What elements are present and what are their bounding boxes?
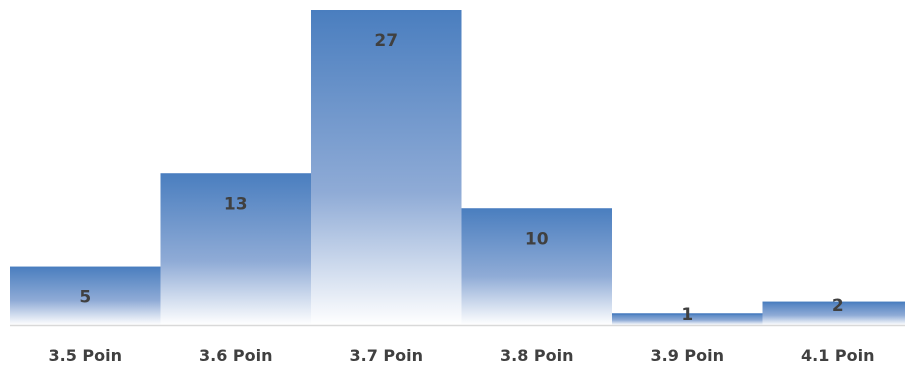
bar <box>160 173 311 325</box>
bar <box>461 208 612 325</box>
data-label: 27 <box>374 31 398 51</box>
data-label: 2 <box>832 296 844 316</box>
x-tick-label: 3.9 Poin <box>650 346 724 365</box>
x-tick-labels-group: 3.5 Poin 3.6 Poin 3.7 Poin 3.8 Poin 3.9 Poin… <box>48 346 874 365</box>
bar <box>612 313 763 325</box>
bar-top-edge <box>762 301 905 304</box>
bar-top-edge <box>461 208 612 210</box>
bar <box>311 10 462 325</box>
x-tick-label: 3.7 Poin <box>349 346 423 365</box>
bar-top-edge <box>160 173 311 175</box>
bar-top-edge <box>612 313 763 315</box>
x-tick-label: 3.5 Poin <box>48 346 122 365</box>
bars-group <box>10 10 905 325</box>
data-label: 10 <box>525 229 549 249</box>
bar <box>762 301 905 325</box>
data-labels-group: 5 13 27 10 1 2 <box>79 31 843 325</box>
bar <box>10 266 161 325</box>
data-label: 1 <box>681 305 693 325</box>
bar-top-edge <box>10 266 161 269</box>
x-tick-label: 4.1 Poin <box>801 346 875 365</box>
bar-top-edge <box>311 10 462 12</box>
data-label: 13 <box>224 194 248 214</box>
x-tick-label: 3.8 Poin <box>500 346 574 365</box>
data-label: 5 <box>79 288 91 308</box>
x-tick-label: 3.6 Poin <box>199 346 273 365</box>
